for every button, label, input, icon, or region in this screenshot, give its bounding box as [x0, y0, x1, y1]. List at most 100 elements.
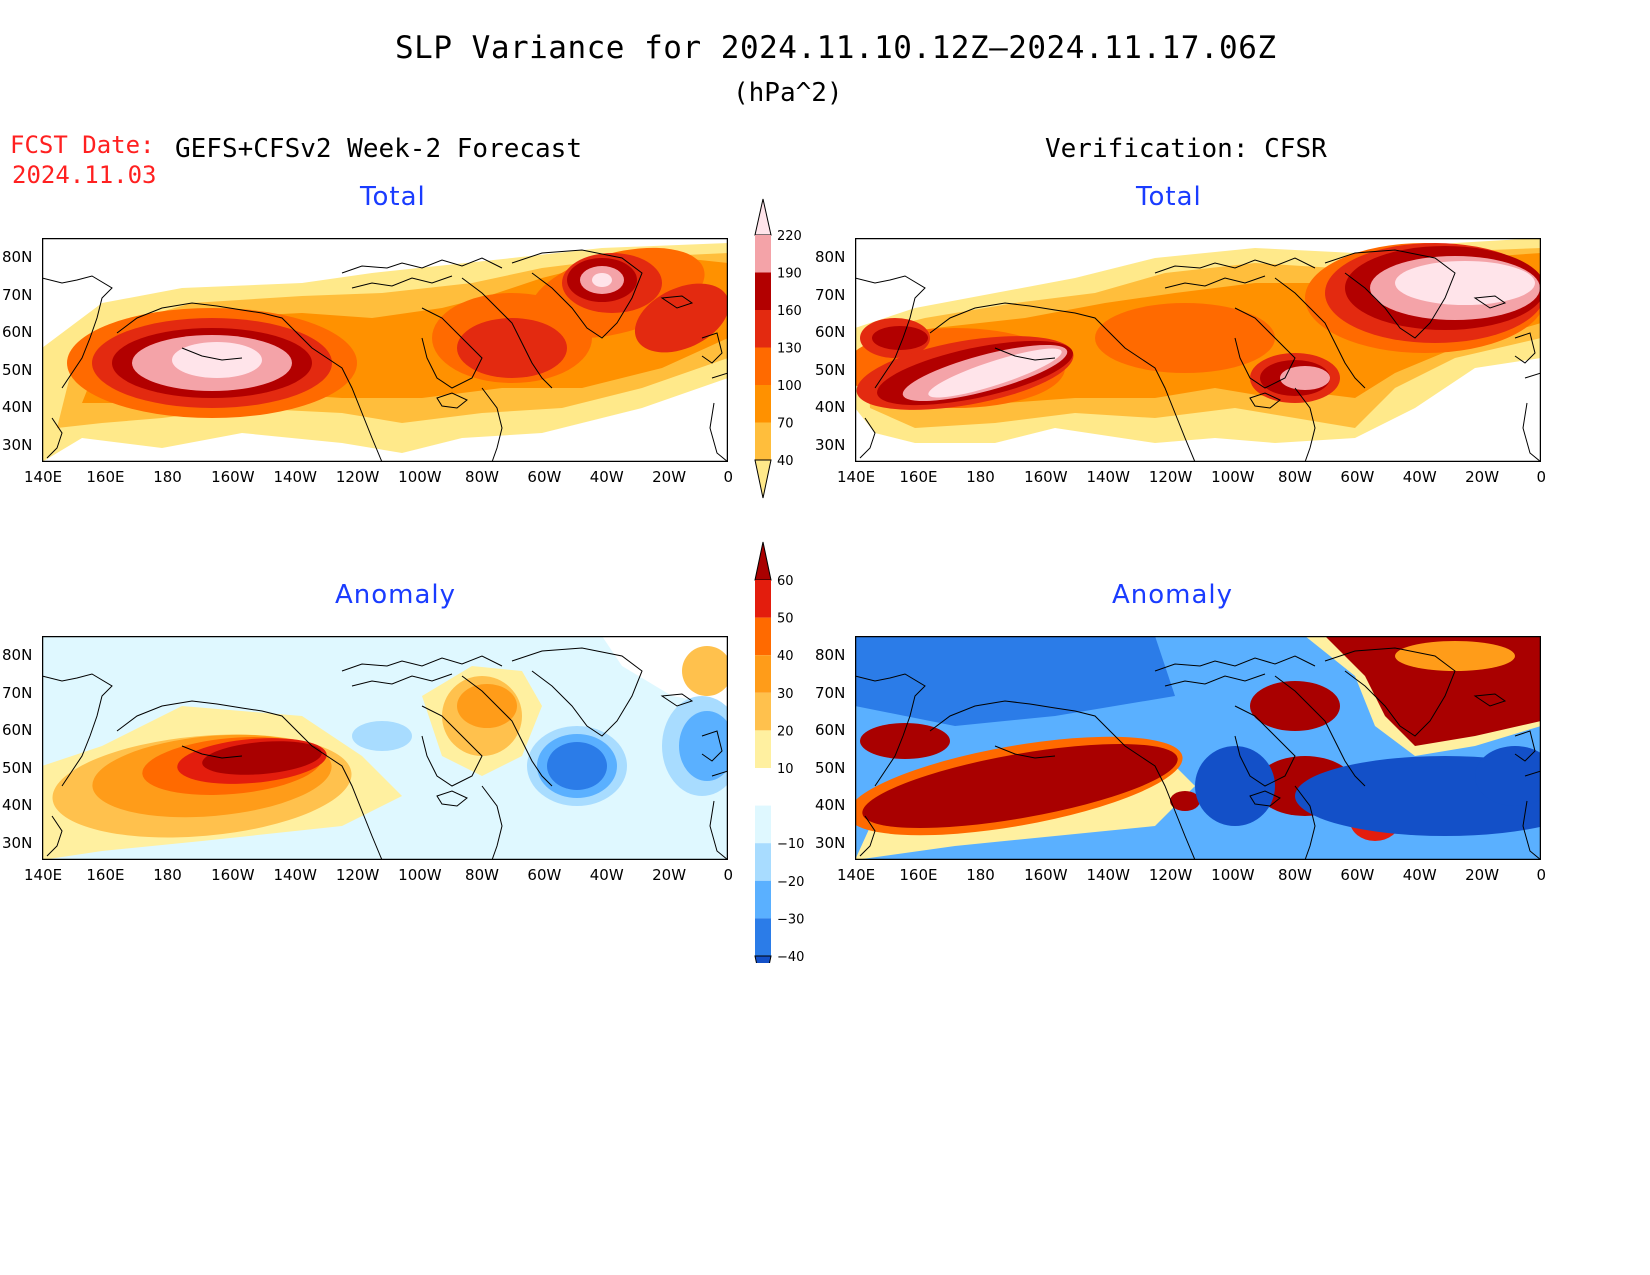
lon-tick-label: 40W [589, 468, 624, 486]
lon-tick-label: 140E [24, 468, 63, 486]
lat-tick-label: 60N [815, 721, 846, 739]
lon-tick-label: 100W [1211, 468, 1255, 486]
contour-region [1395, 641, 1515, 671]
colorbar-anomaly-label: 50 [777, 612, 794, 627]
colorbar-total-segment [755, 310, 771, 348]
colorbar-total-segment [755, 385, 771, 423]
colorbar-anomaly-segment [755, 843, 771, 881]
lat-tick-label: 30N [815, 435, 846, 454]
panel-title-forecast-total: Total [360, 182, 426, 212]
lon-tick-label: 140E [837, 866, 876, 884]
colorbar-anomaly-label: 40 [777, 649, 794, 664]
colorbar-total-label: 130 [777, 342, 802, 357]
lon-tick-label: 80W [465, 468, 499, 486]
colorbar-total-label: 70 [777, 417, 794, 432]
lon-tick-label: 100W [1211, 866, 1255, 884]
lon-tick-label: 160W [1024, 468, 1068, 486]
colorbar-total-segment [755, 347, 771, 385]
colorbar-anomaly-segment [755, 918, 771, 956]
lat-tick-label: 30N [2, 435, 33, 454]
colorbar-total-segment [755, 272, 771, 310]
contour-region [172, 342, 262, 378]
contour-region [860, 723, 950, 759]
colorbar-total-wedge-top [754, 198, 772, 236]
contour-region [1170, 791, 1200, 811]
lat-tick-label: 70N [815, 683, 846, 702]
contour-region [457, 684, 517, 728]
lon-tick-label: 120W [1148, 468, 1193, 486]
map-verification-anomaly [855, 636, 1541, 860]
figure-title: SLP Variance for 2024.11.10.12Z–2024.11.… [395, 30, 1277, 66]
lat-tick-label: 80N [815, 646, 846, 664]
colorbar-total-label: 160 [777, 304, 802, 319]
lon-tick-label: 160W [211, 866, 255, 884]
lon-tick-label: 140E [837, 468, 876, 486]
colorbar-anomaly-segment [755, 805, 771, 844]
lat-tick-label: 50N [815, 360, 846, 379]
coastline-overlay [42, 249, 728, 462]
contour-region [1250, 681, 1340, 731]
coastline-overlay [855, 249, 1541, 462]
map-frame [855, 636, 1541, 860]
lon-tick-label: 0 [1536, 468, 1547, 486]
colorbar-total-segment [755, 422, 771, 460]
lon-tick-label: 20W [1465, 468, 1500, 486]
lon-tick-label: 140W [1086, 468, 1130, 486]
map-frame [42, 238, 728, 462]
verification-heading: Verification: CFSR [1045, 134, 1327, 164]
units-label: (hPa^2) [733, 78, 843, 108]
map-forecast-total [42, 238, 728, 462]
colorbar-anomaly-wedge-bottom [754, 955, 772, 963]
contour-region [352, 721, 412, 751]
lon-tick-label: 40W [1402, 468, 1437, 486]
colorbar-anomaly-segment [755, 580, 771, 618]
panel-title-forecast-anomaly: Anomaly [335, 580, 457, 610]
lat-tick-label: 40N [815, 796, 846, 814]
lon-tick-label: 160E [86, 866, 125, 884]
lon-tick-label: 0 [723, 468, 734, 486]
colorbar-total: 220 190 160 130 100 70 40 [754, 198, 802, 499]
contour-region [457, 318, 567, 378]
colorbar-total-label: 220 [777, 229, 802, 244]
contour-region [1195, 746, 1275, 826]
contour-region [592, 273, 612, 287]
lon-tick-label: 20W [652, 866, 687, 884]
lon-tick-label: 80W [1278, 468, 1312, 486]
lon-tick-label: 20W [1465, 866, 1500, 884]
lon-tick-label: 160E [899, 866, 938, 884]
coastline-overlay [855, 647, 1541, 860]
lon-tick-label: 180 [153, 866, 182, 884]
colorbar-anomaly-segment [755, 880, 771, 919]
lon-tick-label: 180 [966, 866, 995, 884]
colorbar-anomaly-label: 60 [777, 574, 794, 589]
lon-tick-label: 60W [527, 468, 562, 486]
colorbar-total-wedge-bottom [754, 459, 772, 499]
lat-tick-label: 70N [2, 683, 33, 702]
colorbar-anomaly-label: −10 [777, 837, 804, 852]
colorbar-anomaly-segment [755, 692, 771, 731]
contour-region [634, 283, 728, 353]
map-forecast-anomaly [42, 636, 728, 860]
colorbar-anomaly-label: 30 [777, 687, 794, 702]
contour-region [872, 326, 928, 350]
lon-tick-label: 160E [899, 468, 938, 486]
lat-tick-label: 70N [815, 285, 846, 304]
lat-tick-label: 60N [2, 323, 33, 341]
lon-tick-label: 0 [723, 866, 734, 884]
lon-tick-label: 60W [527, 866, 562, 884]
map-frame [42, 636, 728, 860]
colorbar-anomaly-segment [755, 617, 771, 656]
lat-tick-label: 50N [815, 758, 846, 777]
map-verification-total [855, 238, 1541, 462]
lon-tick-label: 40W [589, 866, 624, 884]
lon-tick-label: 160W [1024, 866, 1068, 884]
lon-tick-label: 120W [1148, 866, 1193, 884]
contour-region [682, 646, 728, 696]
coastline-overlay [42, 647, 728, 860]
lat-tick-label: 80N [815, 248, 846, 266]
contour-region [302, 663, 382, 699]
lon-tick-label: 140W [1086, 866, 1130, 884]
contour-region [928, 348, 1062, 398]
panel-title-verification-total: Total [1136, 182, 1202, 212]
colorbar-total-segment [755, 235, 771, 273]
